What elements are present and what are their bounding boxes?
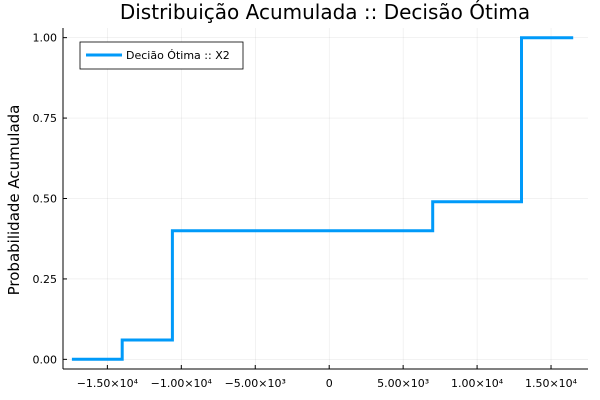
series-group (71, 36, 574, 361)
x-tick-label: −1.50×10⁴ (77, 377, 139, 390)
chart-title: Distribuição Acumulada :: Decisão Ótima (120, 0, 530, 24)
x-tick-label: −1.00×10⁴ (151, 377, 213, 390)
series-line (71, 36, 574, 361)
y-tick-label: 0.00 (33, 353, 58, 366)
x-axis-ticks: −1.50×10⁴ −1.00×10⁴ −5.00×10³ 0 5.00×10³ 1.00… (77, 365, 578, 390)
y-tick-label: 0.25 (33, 273, 58, 286)
legend: Decião Ótima :: X2 (79, 41, 244, 70)
y-tick-label: 0.75 (33, 112, 58, 125)
y-tick-label: 0.50 (33, 193, 58, 206)
y-axis-label: Probabilidade Acumulada (5, 105, 23, 296)
y-axis-ticks: 0.00 0.25 0.50 0.75 1.00 (33, 32, 67, 366)
y-tick-label: 1.00 (33, 32, 58, 45)
x-tick-label: 1.00×10⁴ (451, 377, 504, 390)
x-tick-label: 0 (326, 377, 333, 390)
x-tick-label: −5.00×10³ (225, 377, 286, 390)
legend-label: Decião Ótima :: X2 (126, 49, 230, 62)
x-tick-label: 5.00×10³ (377, 377, 429, 390)
grid (63, 28, 588, 369)
x-tick-label: 1.50×10⁴ (525, 377, 578, 390)
